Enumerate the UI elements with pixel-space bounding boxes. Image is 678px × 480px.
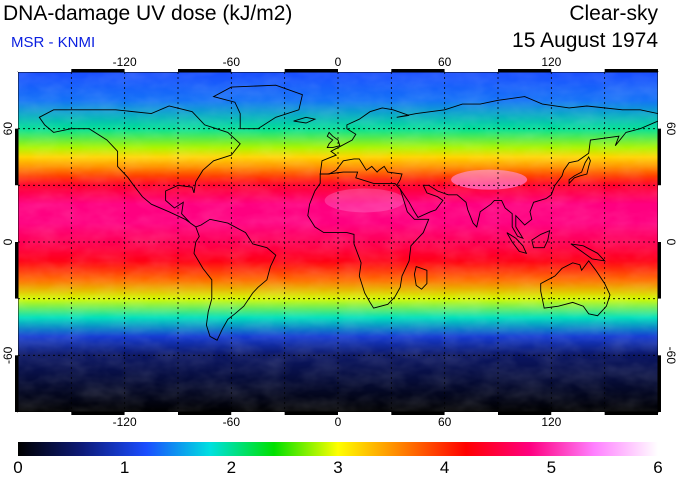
colorbar-tick-label: 4 [439,458,450,477]
lon-label-bottom: 0 [335,415,342,429]
lat-label-right: 60 [664,122,678,136]
lon-label-top: 0 [335,55,342,69]
lon-label-bottom: 120 [541,415,561,429]
lat-label-right: 0 [664,239,678,246]
colorbar-tick-label: 2 [226,458,237,477]
colorbar-tick-label: 6 [653,458,663,477]
map-title: DNA-damage UV dose (kJ/m2) [3,2,293,25]
map-date: 15 August 1974 [512,29,658,52]
colorbar-tick-label: 3 [333,458,343,477]
lat-label-right: -60 [664,347,678,365]
lon-label-top: -120 [113,55,137,69]
edge-ticks [15,69,661,415]
lon-label-bottom: -60 [223,415,241,429]
lon-label-top: -60 [223,55,241,69]
sky-condition: Clear-sky [569,2,658,25]
colorbar-tick-label: 0 [13,458,23,477]
axis-labels: -120 -120 -60 -60 0 0 60 60 120 120 60 60 0 0 -60 -60 [1,55,678,429]
producer-credit: MSR - KNMI [11,34,96,51]
colorbar [18,442,658,456]
coastlines [38,84,659,341]
lon-label-top: 60 [438,55,452,69]
uv-dose-map: -120 -120 -60 -60 0 0 60 60 120 120 60 60 0 0 -60 -60 [1,55,678,429]
lon-label-bottom: -120 [113,415,137,429]
lat-lon-grid [18,72,658,412]
lat-label-left: -60 [1,346,15,364]
colorbar-tick-label: 5 [546,458,557,477]
lat-label-left: 0 [1,238,15,245]
lon-label-top: 120 [541,55,561,69]
lat-label-left: 60 [1,122,15,136]
colorbar-tick-label: 1 [119,458,130,477]
lon-label-bottom: 60 [438,415,452,429]
